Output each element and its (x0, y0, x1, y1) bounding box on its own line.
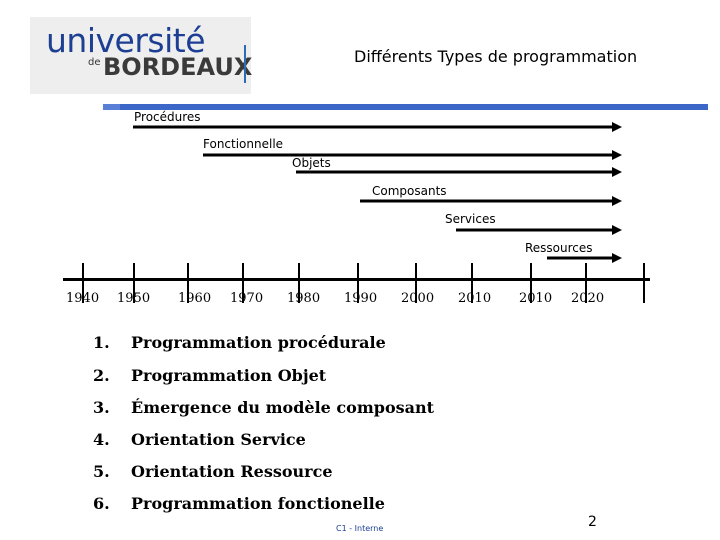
list-item-text: Orientation Service (131, 430, 306, 449)
axis-tick (187, 263, 189, 303)
list-item-text: Programmation fonctionelle (131, 494, 385, 513)
bar-label-objets: Objets (292, 156, 331, 170)
axis-tick (530, 263, 532, 303)
list-item-text: Émergence du modèle composant (131, 398, 435, 417)
list-item-number: 5. (93, 462, 110, 481)
footer-classification: C1 - Interne (336, 524, 384, 533)
year-label: 2010 (458, 291, 492, 306)
timeline-axis (63, 278, 650, 281)
logo-divider (244, 45, 246, 83)
year-label: 2010 (519, 291, 553, 306)
year-label: 1960 (178, 291, 212, 306)
axis-tick (82, 263, 84, 303)
list-item-number: 6. (93, 494, 110, 513)
logo-word-bordeaux: BORDEAUX (103, 53, 253, 81)
list-item-text: Orientation Ressource (131, 462, 333, 481)
slide-title: Différents Types de programmation (354, 47, 638, 66)
axis-tick (643, 263, 645, 303)
arrow-fonctionnelle (203, 150, 622, 160)
axis-tick (585, 263, 587, 303)
list-item-number: 1. (93, 333, 110, 352)
arrow-ressources (547, 253, 622, 263)
list-item-number: 2. (93, 366, 110, 385)
arrow-composants (360, 196, 622, 206)
axis-tick (298, 263, 300, 303)
paradigm-arrows (133, 122, 622, 263)
list-item-text: Programmation Objet (131, 366, 327, 385)
logo-word-de: de (88, 57, 101, 68)
year-label: 1970 (230, 291, 264, 306)
year-label: 1980 (287, 291, 321, 306)
bar-label-services: Services (445, 212, 496, 226)
bar-label-fonctionnelle: Fonctionnelle (203, 137, 284, 151)
page-number: 2 (588, 514, 597, 530)
logo-word-universite: université (46, 21, 206, 60)
header-rule-stub (103, 104, 123, 110)
bar-label-composants: Composants (372, 184, 447, 198)
year-label: 2000 (401, 291, 435, 306)
arrow-procedures (133, 122, 622, 132)
axis-tick (471, 263, 473, 303)
list-item-text: Programmation procédurale (131, 333, 386, 352)
bar-label-procedures: Procédures (134, 110, 201, 124)
list-item-number: 4. (93, 430, 110, 449)
bar-label-ressources: Ressources (525, 241, 593, 255)
axis-tick (242, 263, 244, 303)
arrow-objets (296, 167, 622, 177)
year-label: 2020 (571, 291, 605, 306)
arrow-services (456, 225, 622, 235)
axis-tick (357, 263, 359, 303)
header-rule (120, 104, 708, 110)
axis-tick (133, 263, 135, 303)
axis-tick (415, 263, 417, 303)
year-label: 1990 (344, 291, 378, 306)
year-label: 1950 (117, 291, 151, 306)
university-logo: université de BORDEAUX (30, 17, 253, 94)
year-label: 1940 (66, 291, 100, 306)
list-item-number: 3. (93, 398, 110, 417)
